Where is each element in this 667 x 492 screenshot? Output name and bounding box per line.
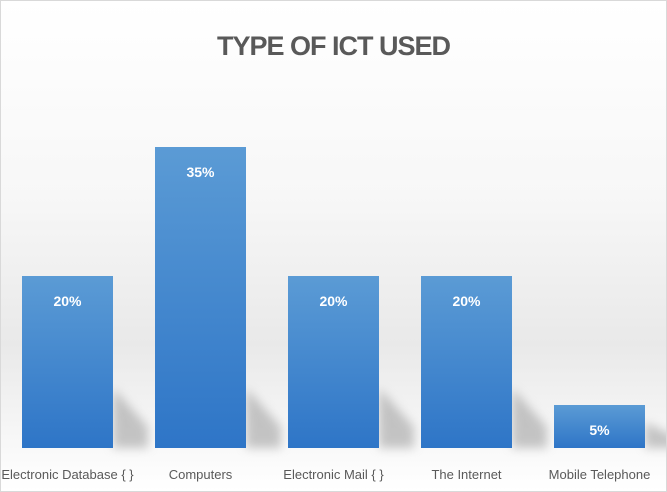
category-label: Electronic Database { }: [1, 467, 134, 482]
bar-shadow: [379, 388, 414, 448]
bar: [554, 405, 645, 448]
data-label: 20%: [452, 293, 481, 309]
bar: [421, 276, 512, 448]
data-label: 5%: [589, 422, 610, 438]
bar-shadow: [645, 422, 666, 448]
data-label: 20%: [319, 293, 348, 309]
bar-shadow: [512, 388, 547, 448]
category-label: Electronic Mail { }: [283, 467, 384, 482]
bar-shadow: [246, 388, 281, 448]
category-label: Mobile Telephone: [549, 467, 651, 482]
bar: [155, 147, 246, 448]
bar: [288, 276, 379, 448]
data-label: 20%: [53, 293, 82, 309]
bar-shadow: [113, 388, 148, 448]
category-label: The Internet: [431, 467, 501, 482]
chart-title: TYPE OF ICT USED: [216, 31, 451, 61]
category-label: Computers: [169, 467, 233, 482]
bar: [22, 276, 113, 448]
data-label: 35%: [186, 164, 215, 180]
